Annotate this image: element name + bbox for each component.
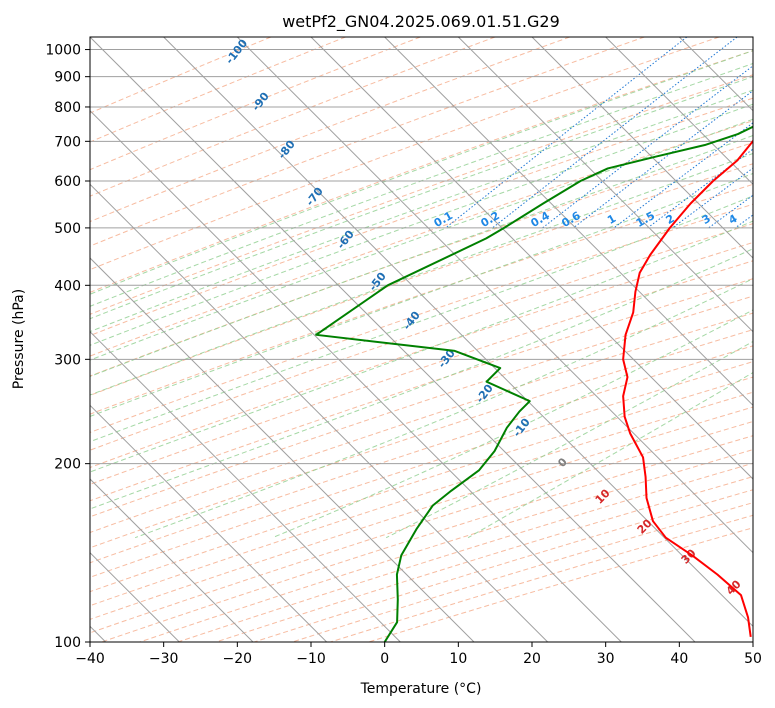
y-tick-label: 800 [54,100,81,116]
moist-adiabat-line [90,50,753,295]
dry-adiabat-line [368,527,753,642]
dry-adiabat-line [330,514,753,642]
dry-adiabat-label: -90 [249,90,272,114]
y-tick-label: 700 [54,134,81,150]
dry-adiabat-line [90,329,753,549]
temperature-profile [622,139,753,638]
isotherm-line [752,37,753,38]
isotherm-line [90,478,254,642]
moist-adiabat-line [90,89,753,333]
isotherm-line [310,37,753,480]
moist-adiabat-line [90,62,753,307]
y-axis: 1000 900 800 700 600 500 400 300 200 100 [45,43,90,651]
plot-area: -100-90-80-70-60-50-40-30-20-100.1 0.2 0.4… [90,37,775,642]
mixing-ratio-label: 2 [664,212,677,227]
dry-adiabat-line [90,142,753,377]
dry-adiabat-line [90,223,753,451]
mixing-ratio-line [613,122,753,229]
dry-adiabat-line [90,183,753,415]
x-tick-label: 50 [744,651,762,667]
x-tick-label: 0 [380,651,389,667]
x-tick-label: −40 [75,651,105,667]
dry-adiabat-line [90,163,753,396]
isotherm-line [236,37,753,554]
dewpoint-profile [315,125,753,642]
x-tick-label: −20 [223,651,253,667]
isotherm-line [605,37,753,186]
moist-adiabat-label: 10 [593,486,613,506]
dry-adiabat-line [90,345,753,564]
x-axis: −40 −30 −20 −10 0 10 20 30 40 50 [75,642,762,667]
dry-adiabat-line [90,37,421,171]
moist-adiabat-line [90,220,753,473]
mixing-ratio-label: 6 [765,212,775,227]
dry-adiabat-line [90,376,753,593]
x-tick-label: 20 [523,651,541,667]
mixing-ratio-label: 0.1 [432,209,455,230]
x-tick-label: −10 [296,651,326,667]
dry-adiabat-line [90,241,753,469]
y-tick-label: 100 [54,635,81,651]
isotherm-line [457,37,753,333]
dry-adiabat-line [90,278,753,502]
y-tick-label: 1000 [45,43,81,59]
dry-adiabat-line [90,37,346,143]
mixing-ratio-line [542,65,753,229]
mixing-ratio-label: 3 [700,212,713,227]
dry-adiabat-line [90,260,753,485]
y-tick-label: 900 [54,70,81,86]
dry-adiabat-line [90,97,753,337]
x-tick-label: 10 [449,651,467,667]
plot-frame [89,36,754,643]
mixing-ratio-line [492,37,738,229]
dry-adiabat-line [90,50,753,293]
moist-adiabat-line [134,278,753,539]
mixing-ratio-line [445,37,688,229]
moist-adiabat-line [90,76,753,320]
dry-adiabat-label: -40 [400,309,423,333]
dry-adiabat-label: -100 [223,37,250,67]
mixing-ratio-line [672,167,753,229]
dry-adiabat-line [90,37,570,223]
isotherm-line [90,404,328,642]
x-tick-label: −30 [149,651,179,667]
dry-adiabat-line [90,120,753,357]
dry-adiabat-line [90,203,753,433]
isotherm-line [90,257,475,642]
dry-adiabat-line [101,435,753,642]
dry-adiabat-line [90,74,753,315]
isotherm-line [531,37,753,259]
y-tick-label: 400 [54,278,81,294]
isotherm-line [90,330,401,642]
isotherm-line [90,109,622,642]
chart-title: wetPf2_GN04.2025.069.01.51.G29 [282,12,560,32]
isotherm-line [384,37,753,407]
dry-adiabat-line [90,37,645,247]
dry-adiabat-line [90,37,496,197]
x-axis-label: Temperature (°C) [360,681,482,697]
dry-adiabat-line [90,37,272,114]
dry-adiabat-label: -60 [334,228,357,252]
dry-adiabat-line [90,312,753,534]
isotherm-line [163,37,753,628]
dry-adiabat-line [90,361,753,578]
isotherm-line [90,183,549,642]
mixing-ratio-label: 4 [726,212,739,227]
y-axis-label: Pressure (hPa) [11,289,27,389]
y-tick-label: 200 [54,457,81,473]
dry-adiabat-line [90,295,753,518]
isotherm-line [90,37,696,642]
moist-adiabat-line [90,152,753,396]
y-tick-label: 600 [54,174,81,190]
mixing-ratio-label: 1.5 [634,209,657,230]
y-tick-label: 500 [54,221,81,237]
dry-adiabat-line [90,391,753,607]
x-tick-label: 40 [670,651,688,667]
x-tick-label: 30 [597,651,615,667]
dry-adiabat-line [90,37,720,271]
moist-adiabat-line [90,118,753,361]
mixing-ratio-label: 0.4 [529,209,553,230]
y-tick-label: 300 [54,352,81,368]
